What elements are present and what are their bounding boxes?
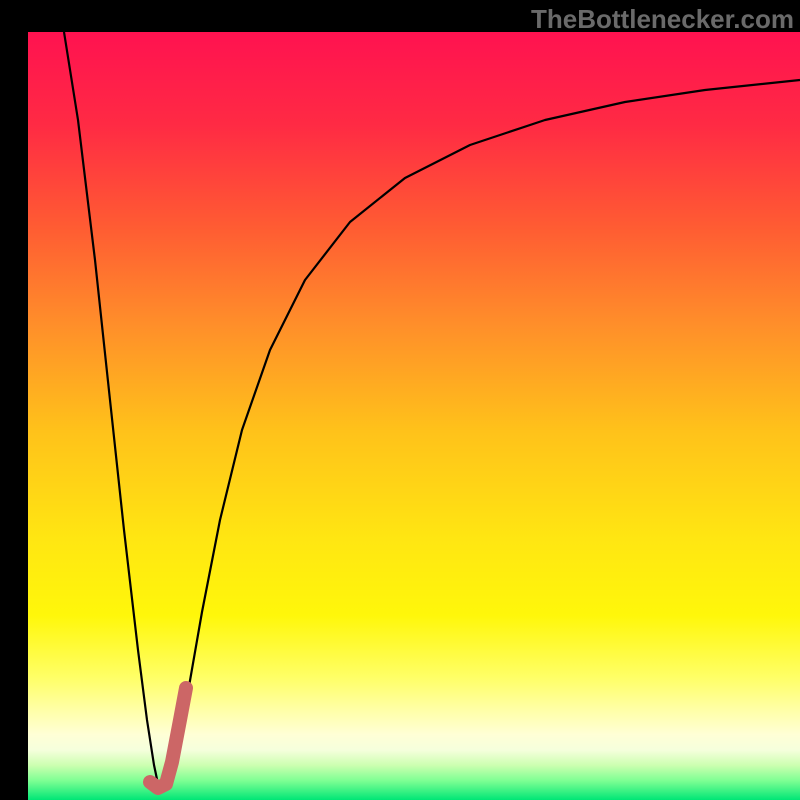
plot-gradient-background <box>28 32 800 800</box>
chart-svg <box>0 0 800 800</box>
watermark-text: TheBottlenecker.com <box>531 4 794 35</box>
bottleneck-chart: TheBottlenecker.com <box>0 0 800 800</box>
